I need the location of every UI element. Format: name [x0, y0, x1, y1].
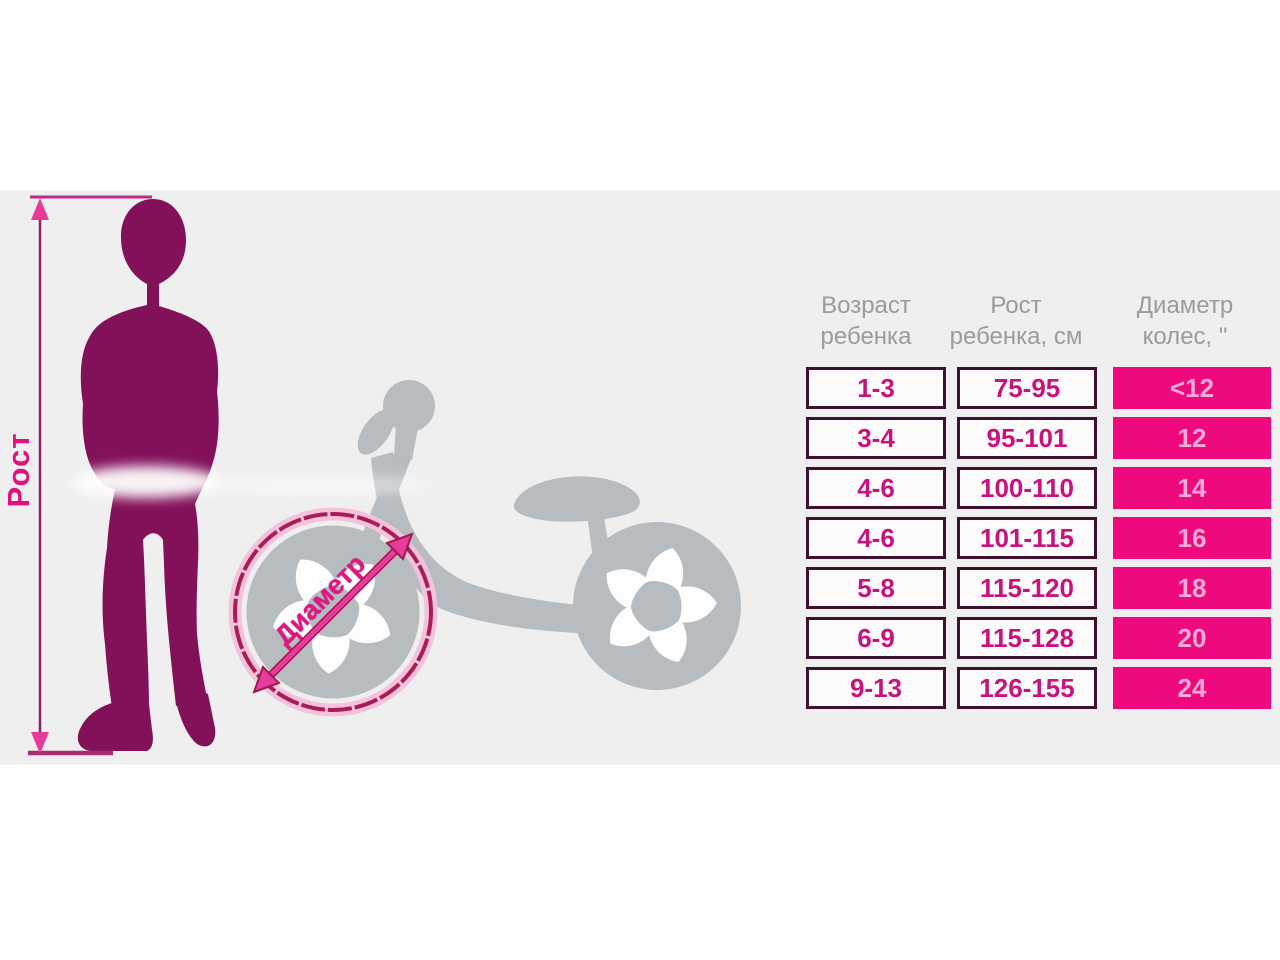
table-row: 4-6 100-110 14 — [800, 467, 1280, 509]
height-measure-arrow — [28, 195, 152, 756]
age-cell: 3-4 — [806, 417, 946, 459]
diameter-cell: 16 — [1113, 517, 1271, 559]
height-cell: 100-110 — [957, 467, 1097, 509]
header-line: Рост — [990, 292, 1042, 319]
table-rows: 1-3 75-95 <12 3-4 95-101 12 4-6 100-110 … — [800, 367, 1280, 717]
height-cell: 115-128 — [957, 617, 1097, 659]
table-row: 4-6 101-115 16 — [800, 517, 1280, 559]
table-row: 1-3 75-95 <12 — [800, 367, 1280, 409]
bike-saddle — [513, 476, 640, 522]
handlebar-grip — [383, 380, 435, 432]
table-row: 6-9 115-128 20 — [800, 617, 1280, 659]
balance-bike-icon — [211, 380, 760, 734]
height-cell: 126-155 — [957, 667, 1097, 709]
diameter-cell: 24 — [1113, 667, 1271, 709]
child-silhouette-icon — [77, 199, 219, 751]
diameter-cell: 18 — [1113, 567, 1271, 609]
column-header-age: Возраст ребенка — [784, 290, 948, 352]
diameter-cell: 12 — [1113, 417, 1271, 459]
height-cell: 75-95 — [957, 367, 1097, 409]
age-cell: 1-3 — [806, 367, 946, 409]
table-row: 5-8 115-120 18 — [800, 567, 1280, 609]
age-cell: 4-6 — [806, 517, 946, 559]
height-cell: 95-101 — [957, 417, 1097, 459]
diameter-cell: 14 — [1113, 467, 1271, 509]
watermark-blur-streak — [205, 477, 435, 493]
table-row: 3-4 95-101 12 — [800, 417, 1280, 459]
bike-stem — [394, 424, 418, 460]
column-header-height: Рост ребенка, см — [934, 290, 1098, 352]
size-table: Возраст ребенка Рост ребенка, см Диаметр… — [800, 290, 1280, 720]
age-cell: 5-8 — [806, 567, 946, 609]
height-cell: 115-120 — [957, 567, 1097, 609]
header-line: Возраст — [821, 292, 911, 319]
column-header-diameter: Диаметр колес, " — [1103, 290, 1267, 352]
diameter-cell: 20 — [1113, 617, 1271, 659]
height-axis-label: Рост — [1, 432, 36, 508]
height-cell: 101-115 — [957, 517, 1097, 559]
table-row: 9-13 126-155 24 — [800, 667, 1280, 709]
handlebar-grip-2 — [357, 409, 395, 455]
header-line: ребенка, см — [949, 323, 1083, 350]
header-line: Диаметр — [1136, 292, 1234, 319]
age-cell: 4-6 — [806, 467, 946, 509]
header-line: ребенка — [820, 323, 912, 350]
diameter-cell: <12 — [1113, 367, 1271, 409]
header-line: колес, " — [1142, 323, 1228, 350]
age-cell: 6-9 — [806, 617, 946, 659]
bike-frame — [371, 452, 650, 635]
age-cell: 9-13 — [806, 667, 946, 709]
watermark-blur — [72, 466, 220, 498]
rear-wheel-icon — [554, 503, 760, 709]
diameter-annotation — [228, 507, 438, 717]
